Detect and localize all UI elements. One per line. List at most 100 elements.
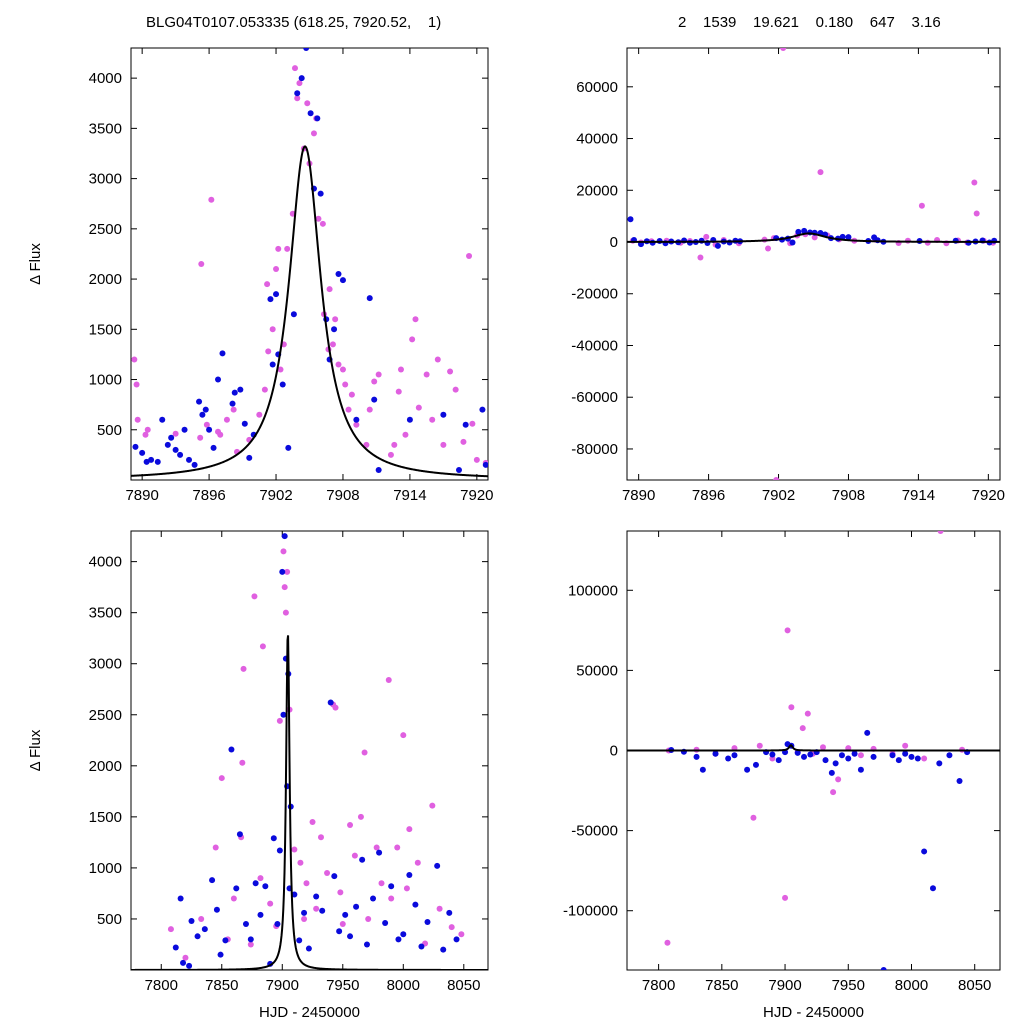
series-blue xyxy=(172,533,460,969)
data-point xyxy=(406,872,413,879)
data-point xyxy=(177,451,184,458)
data-point xyxy=(197,434,204,441)
plot-frame xyxy=(130,530,489,971)
data-point xyxy=(446,909,453,916)
panel-bottom-right: 7800 7850 7900 7950 8000 8050 -100000 -50000 0 50… xyxy=(563,530,1001,1021)
data-point xyxy=(880,967,887,970)
data-point xyxy=(752,761,759,768)
data-point xyxy=(339,921,346,928)
data-point xyxy=(240,665,247,672)
x-axis-label: HJD - 2450000 xyxy=(259,1004,360,1021)
data-point xyxy=(373,844,380,851)
data-point xyxy=(744,766,751,773)
data-point xyxy=(462,421,469,428)
data-point xyxy=(365,915,372,922)
data-point xyxy=(921,755,928,762)
data-point xyxy=(371,396,378,403)
data-point xyxy=(281,533,288,540)
x-tick-label: 7900 xyxy=(266,977,299,994)
data-point xyxy=(895,757,902,764)
data-point xyxy=(423,371,430,378)
data-point xyxy=(400,931,407,938)
data-point xyxy=(361,749,368,756)
data-point xyxy=(282,609,289,616)
data-point xyxy=(257,911,264,918)
data-point xyxy=(714,242,721,249)
data-point xyxy=(279,568,286,575)
data-point xyxy=(218,775,225,782)
series-magenta xyxy=(131,65,488,466)
x-tick-label: 7914 xyxy=(393,487,426,504)
data-point xyxy=(347,822,354,829)
data-point xyxy=(902,742,909,749)
data-point xyxy=(452,386,459,393)
data-point xyxy=(291,846,298,853)
data-point xyxy=(946,752,953,759)
data-point xyxy=(309,818,316,825)
data-point xyxy=(132,443,139,450)
data-point xyxy=(172,430,179,437)
data-point xyxy=(429,802,436,809)
y-tick-label: 2000 xyxy=(89,271,122,288)
data-point xyxy=(434,862,441,869)
data-point xyxy=(131,356,138,363)
data-point xyxy=(811,234,818,241)
data-point xyxy=(230,406,237,413)
data-point xyxy=(237,386,244,393)
data-point xyxy=(217,431,224,438)
data-point xyxy=(870,753,877,760)
data-point xyxy=(303,48,310,51)
data-point xyxy=(371,378,378,385)
data-point xyxy=(134,416,141,423)
data-point xyxy=(336,928,343,935)
data-point xyxy=(209,877,216,884)
chart-header-left: BLG04T0107.053335 (618.25, 7920.52, 1) xyxy=(146,14,442,31)
data-point xyxy=(832,760,839,767)
data-point xyxy=(296,937,303,944)
data-point xyxy=(315,215,322,222)
y-tick-label: -20000 xyxy=(571,286,618,303)
data-point xyxy=(198,915,205,922)
data-point xyxy=(406,416,413,423)
data-point xyxy=(182,954,189,961)
data-point xyxy=(482,461,488,468)
data-point xyxy=(329,341,336,348)
data-point xyxy=(142,431,149,438)
data-point xyxy=(273,266,280,273)
data-point xyxy=(291,891,298,898)
y-tick-label: 3000 xyxy=(89,656,122,673)
data-point xyxy=(252,880,259,887)
y-tick-label: 1500 xyxy=(89,809,122,826)
data-point xyxy=(795,228,802,235)
y-tick-label: 2500 xyxy=(89,707,122,724)
data-point xyxy=(889,752,896,759)
data-point xyxy=(247,936,254,943)
data-point xyxy=(773,477,780,480)
data-point xyxy=(273,291,280,298)
data-point xyxy=(331,326,338,333)
x-tick-label: 7920 xyxy=(972,487,1005,504)
x-tick-label: 7914 xyxy=(902,487,935,504)
data-point xyxy=(395,936,402,943)
x-tick-label: 7920 xyxy=(460,487,493,504)
data-point xyxy=(664,939,671,946)
data-point xyxy=(440,441,447,448)
data-point xyxy=(353,416,360,423)
data-point xyxy=(133,381,140,388)
series-blue xyxy=(132,48,488,473)
y-tick-label: 4000 xyxy=(89,70,122,87)
data-point xyxy=(447,368,454,375)
data-point xyxy=(712,750,719,757)
data-point xyxy=(177,895,184,902)
data-point xyxy=(400,732,407,739)
data-point xyxy=(378,880,385,887)
data-point xyxy=(228,746,235,753)
data-point xyxy=(280,548,287,555)
y-tick-label: 0 xyxy=(610,743,618,760)
x-tick-label: 8050 xyxy=(447,977,480,994)
data-point xyxy=(788,704,795,711)
data-point xyxy=(839,233,846,240)
data-point xyxy=(412,901,419,908)
data-point xyxy=(908,753,915,760)
data-point xyxy=(440,946,447,953)
